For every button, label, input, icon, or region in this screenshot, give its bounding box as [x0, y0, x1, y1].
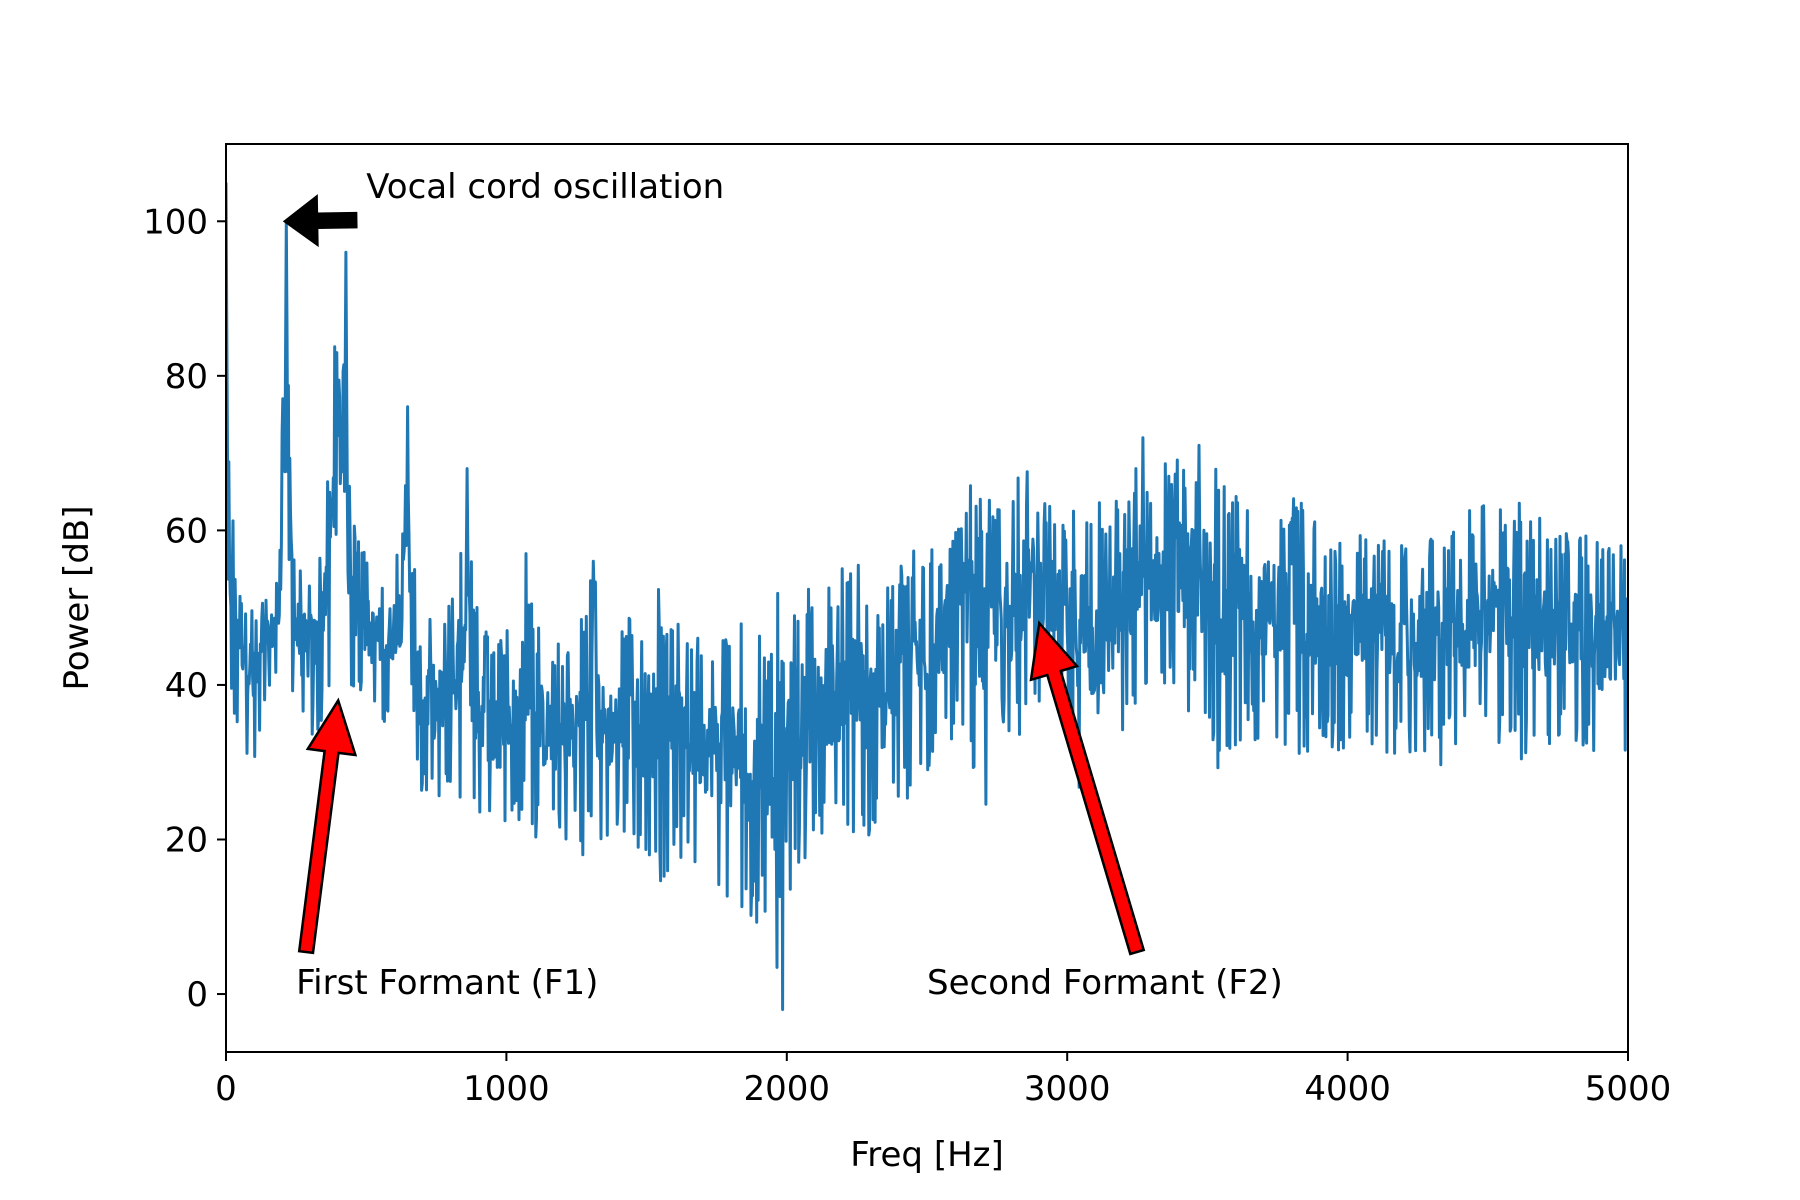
y-tick-label: 60 [165, 511, 208, 551]
x-axis-label: Freq [Hz] [850, 1135, 1004, 1175]
x-tick-label: 4000 [1304, 1069, 1391, 1109]
y-tick-label: 0 [186, 975, 208, 1015]
x-axis: 0 1000 2000 3000 4000 5000 [215, 1052, 1671, 1109]
annotation-text: Second Formant (F2) [927, 963, 1283, 1003]
y-tick-label: 100 [143, 202, 208, 242]
y-axis: 0 20 40 60 80 100 [143, 202, 226, 1015]
spectrum-series-line [226, 182, 1628, 1011]
x-tick-label: 1000 [463, 1069, 550, 1109]
x-tick-label: 2000 [744, 1069, 831, 1109]
annotation-text: Vocal cord oscillation [366, 167, 724, 207]
x-tick-label: 0 [215, 1069, 237, 1109]
annotation-arrow [282, 194, 358, 248]
y-tick-label: 20 [165, 820, 208, 860]
y-axis-label: Power [dB] [57, 505, 97, 690]
annotations: Vocal cord oscillation First Formant (F1)… [282, 167, 1283, 1003]
y-tick-label: 80 [165, 357, 208, 397]
series-layer [226, 182, 1628, 1011]
annotation-arrow [1029, 620, 1146, 956]
annotation-arrow [297, 697, 358, 955]
x-tick-label: 5000 [1585, 1069, 1672, 1109]
annotation-text: First Formant (F1) [296, 963, 598, 1003]
plot-frame [225, 143, 1629, 1053]
y-tick-label: 40 [165, 666, 208, 706]
x-tick-label: 3000 [1024, 1069, 1111, 1109]
